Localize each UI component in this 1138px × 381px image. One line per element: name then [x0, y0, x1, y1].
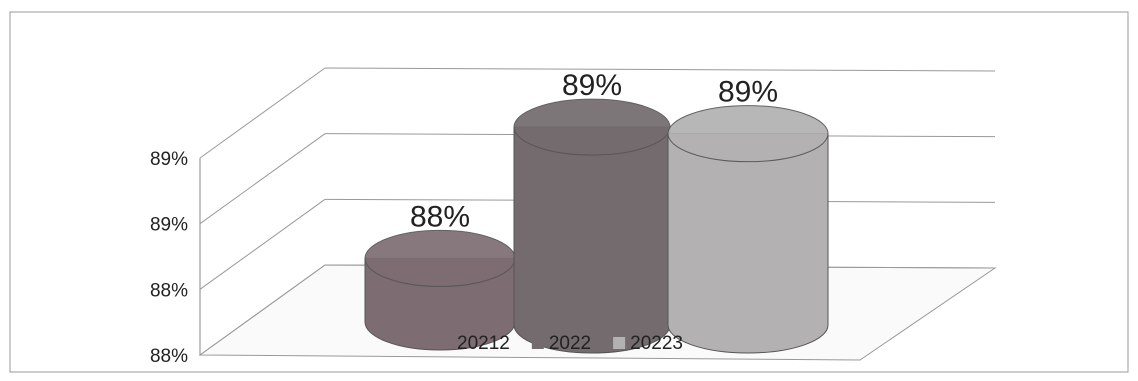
y-tick-label: 88% — [150, 280, 188, 301]
y-tick-label: 89% — [150, 215, 188, 236]
grid-line-side — [199, 264, 326, 356]
grid-line — [324, 67, 996, 72]
value-label: 89% — [718, 76, 778, 109]
grid-line-side — [199, 133, 326, 225]
value-label: 88% — [410, 200, 470, 233]
y-tick-label: 89% — [150, 149, 188, 170]
grid-line-side — [199, 198, 326, 290]
legend-swatch — [613, 337, 626, 349]
bar — [513, 126, 671, 354]
legend-swatch — [531, 337, 544, 349]
legend-label: 20223 — [630, 333, 683, 354]
bar — [667, 133, 829, 354]
bar-top — [513, 98, 671, 156]
bar-top — [364, 229, 516, 287]
bar-top — [667, 105, 829, 163]
legend-label: 20212 — [457, 333, 510, 354]
legend-swatch — [440, 337, 452, 349]
y-tick-label: 88% — [150, 346, 188, 367]
grid-line-side — [199, 67, 326, 159]
value-label: 89% — [562, 69, 622, 102]
legend-label: 2022 — [549, 333, 591, 354]
